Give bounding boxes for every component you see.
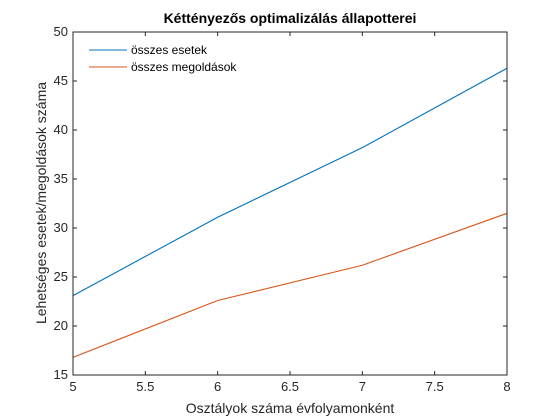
x-axis-title: Osztályok száma évfolyamonként: [186, 400, 395, 416]
x-tick-label: 6.5: [281, 379, 299, 394]
plot-frame: [72, 31, 508, 376]
y-tick-label: 35: [54, 171, 68, 186]
y-axis: 15 20 25 30 35 40 45 50: [54, 24, 507, 382]
legend: összes esetek összes megoldások: [89, 43, 237, 74]
y-tick-label: 25: [54, 269, 68, 284]
x-axis: 5 5.5 6 6.5 7 7.5 8: [69, 32, 511, 394]
series-lines: [72, 67, 508, 358]
chart-title: Kéttényezős optimalizálás állapotterei: [164, 10, 417, 26]
y-tick-label: 20: [54, 318, 68, 333]
x-tick-label: 7.5: [426, 379, 444, 394]
y-tick-label: 30: [54, 220, 68, 235]
y-axis-title: Lehetséges esetek/megoldások száma: [33, 82, 49, 324]
y-tick-label: 50: [54, 24, 68, 39]
series-line-1: [72, 212, 508, 358]
x-tick-label: 7: [359, 379, 366, 394]
legend-label-0: összes esetek: [131, 43, 208, 57]
y-tick-label: 45: [54, 73, 68, 88]
x-tick-label: 5.5: [136, 379, 154, 394]
y-tick-label: 40: [54, 122, 68, 137]
plot-area: [73, 32, 507, 375]
y-tick-label: 15: [54, 367, 68, 382]
series-line-0: [72, 67, 508, 297]
x-tick-label: 6: [214, 379, 221, 394]
x-tick-label: 5: [69, 379, 76, 394]
x-tick-label: 8: [503, 379, 510, 394]
legend-label-1: összes megoldások: [131, 60, 237, 74]
